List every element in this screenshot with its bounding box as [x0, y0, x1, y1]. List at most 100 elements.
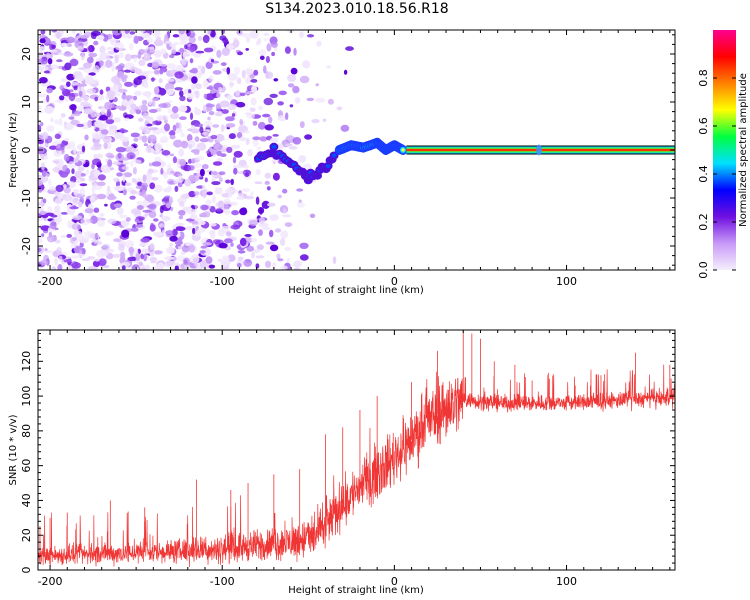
snr-series-line: [38, 364, 675, 568]
noise-blob: [221, 255, 230, 263]
noise-blob: [41, 58, 48, 65]
noise-blob: [202, 34, 210, 44]
noise-blob: [257, 146, 262, 151]
noise-blob: [142, 32, 151, 39]
noise-blob: [203, 93, 208, 99]
x-tick-label: -100: [210, 575, 235, 588]
noise-blob: [73, 85, 78, 91]
noise-blob: [48, 49, 58, 53]
noise-blob: [299, 31, 304, 38]
noise-blob: [219, 177, 223, 183]
noise-blob: [120, 251, 126, 260]
noise-blob: [179, 47, 185, 53]
noise-blob: [49, 221, 57, 230]
noise-blob: [113, 177, 120, 183]
noise-blob: [315, 83, 319, 87]
noise-blob: [58, 255, 63, 262]
noise-blob: [326, 65, 332, 69]
noise-blob: [94, 120, 103, 128]
noise-blob: [159, 205, 164, 214]
noise-blob: [131, 178, 137, 183]
noise-blob: [278, 90, 287, 96]
noise-blob: [138, 261, 144, 266]
noise-blob: [220, 62, 227, 66]
noise-blob: [212, 171, 218, 176]
noise-blob: [102, 34, 109, 42]
noise-blob: [309, 213, 316, 218]
noise-blob: [255, 255, 265, 259]
noise-blob: [123, 117, 130, 122]
noise-blob: [112, 253, 121, 258]
noise-blob: [236, 77, 242, 85]
noise-blob: [239, 92, 246, 97]
noise-blob: [190, 149, 200, 154]
noise-blob: [205, 199, 212, 205]
noise-blob: [144, 194, 154, 202]
noise-blob: [175, 64, 185, 73]
noise-blob: [221, 109, 229, 114]
noise-blob: [64, 138, 70, 142]
noise-blob: [172, 228, 178, 236]
noise-blob: [159, 63, 170, 67]
noise-blob: [76, 153, 80, 160]
noise-blob: [178, 158, 187, 166]
noise-blob: [273, 78, 279, 82]
noise-blob: [288, 146, 298, 150]
noise-blob: [143, 54, 151, 62]
noise-blob: [191, 67, 198, 74]
y-tick-label: 10: [20, 95, 33, 109]
noise-blob: [58, 117, 63, 126]
noise-blob: [306, 97, 315, 102]
noise-blob: [159, 68, 164, 75]
noise-blob: [188, 89, 192, 94]
noise-blob: [56, 59, 63, 63]
noise-blob: [245, 68, 254, 75]
noise-blob: [277, 115, 288, 122]
noise-blob: [154, 156, 162, 162]
noise-blob: [296, 202, 306, 208]
noise-blob: [272, 134, 279, 137]
noise-blob: [63, 153, 70, 162]
noise-blob: [47, 58, 53, 65]
noise-blob: [152, 99, 156, 108]
noise-blob: [87, 119, 93, 128]
noise-blob: [55, 184, 64, 192]
noise-blob: [93, 40, 99, 46]
noise-blob: [345, 46, 354, 51]
noise-blob: [192, 224, 197, 228]
noise-blob: [182, 52, 186, 58]
noise-blob: [60, 143, 65, 148]
noise-blob: [129, 43, 134, 51]
noise-blob: [239, 136, 247, 142]
noise-blob: [178, 215, 184, 220]
noise-blob: [39, 211, 47, 215]
noise-blob: [216, 150, 222, 156]
noise-blob: [172, 156, 177, 164]
noise-blob: [160, 48, 167, 55]
noise-blob: [148, 99, 153, 106]
noise-blob: [226, 146, 233, 153]
noise-blob: [169, 130, 176, 137]
noise-blob: [169, 235, 178, 242]
noise-blob: [205, 93, 216, 101]
noise-blob: [236, 132, 243, 139]
noise-blob: [39, 77, 48, 84]
noise-blob: [299, 121, 305, 129]
noise-blob: [64, 96, 69, 102]
noise-blob: [79, 183, 88, 187]
noise-blob: [286, 257, 290, 263]
noise-blob: [52, 167, 60, 173]
y-tick-label: 120: [20, 351, 33, 372]
noise-blob: [169, 243, 174, 247]
noise-blob: [60, 113, 66, 118]
y-tick-label: 100: [20, 386, 33, 407]
noise-blob: [102, 168, 111, 174]
noise-blob: [168, 196, 174, 205]
noise-blob: [264, 172, 272, 179]
noise-blob: [304, 134, 313, 140]
noise-blob: [63, 259, 72, 263]
noise-blob: [282, 188, 288, 194]
noise-blob: [151, 77, 155, 82]
noise-blob: [83, 108, 94, 115]
noise-blob: [146, 172, 153, 182]
